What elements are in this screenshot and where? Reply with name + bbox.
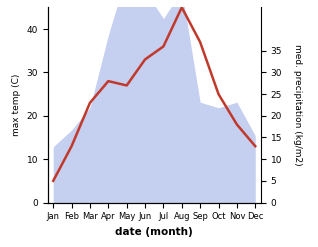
X-axis label: date (month): date (month) xyxy=(115,227,193,237)
Y-axis label: med. precipitation (kg/m2): med. precipitation (kg/m2) xyxy=(293,44,302,166)
Y-axis label: max temp (C): max temp (C) xyxy=(12,74,21,136)
